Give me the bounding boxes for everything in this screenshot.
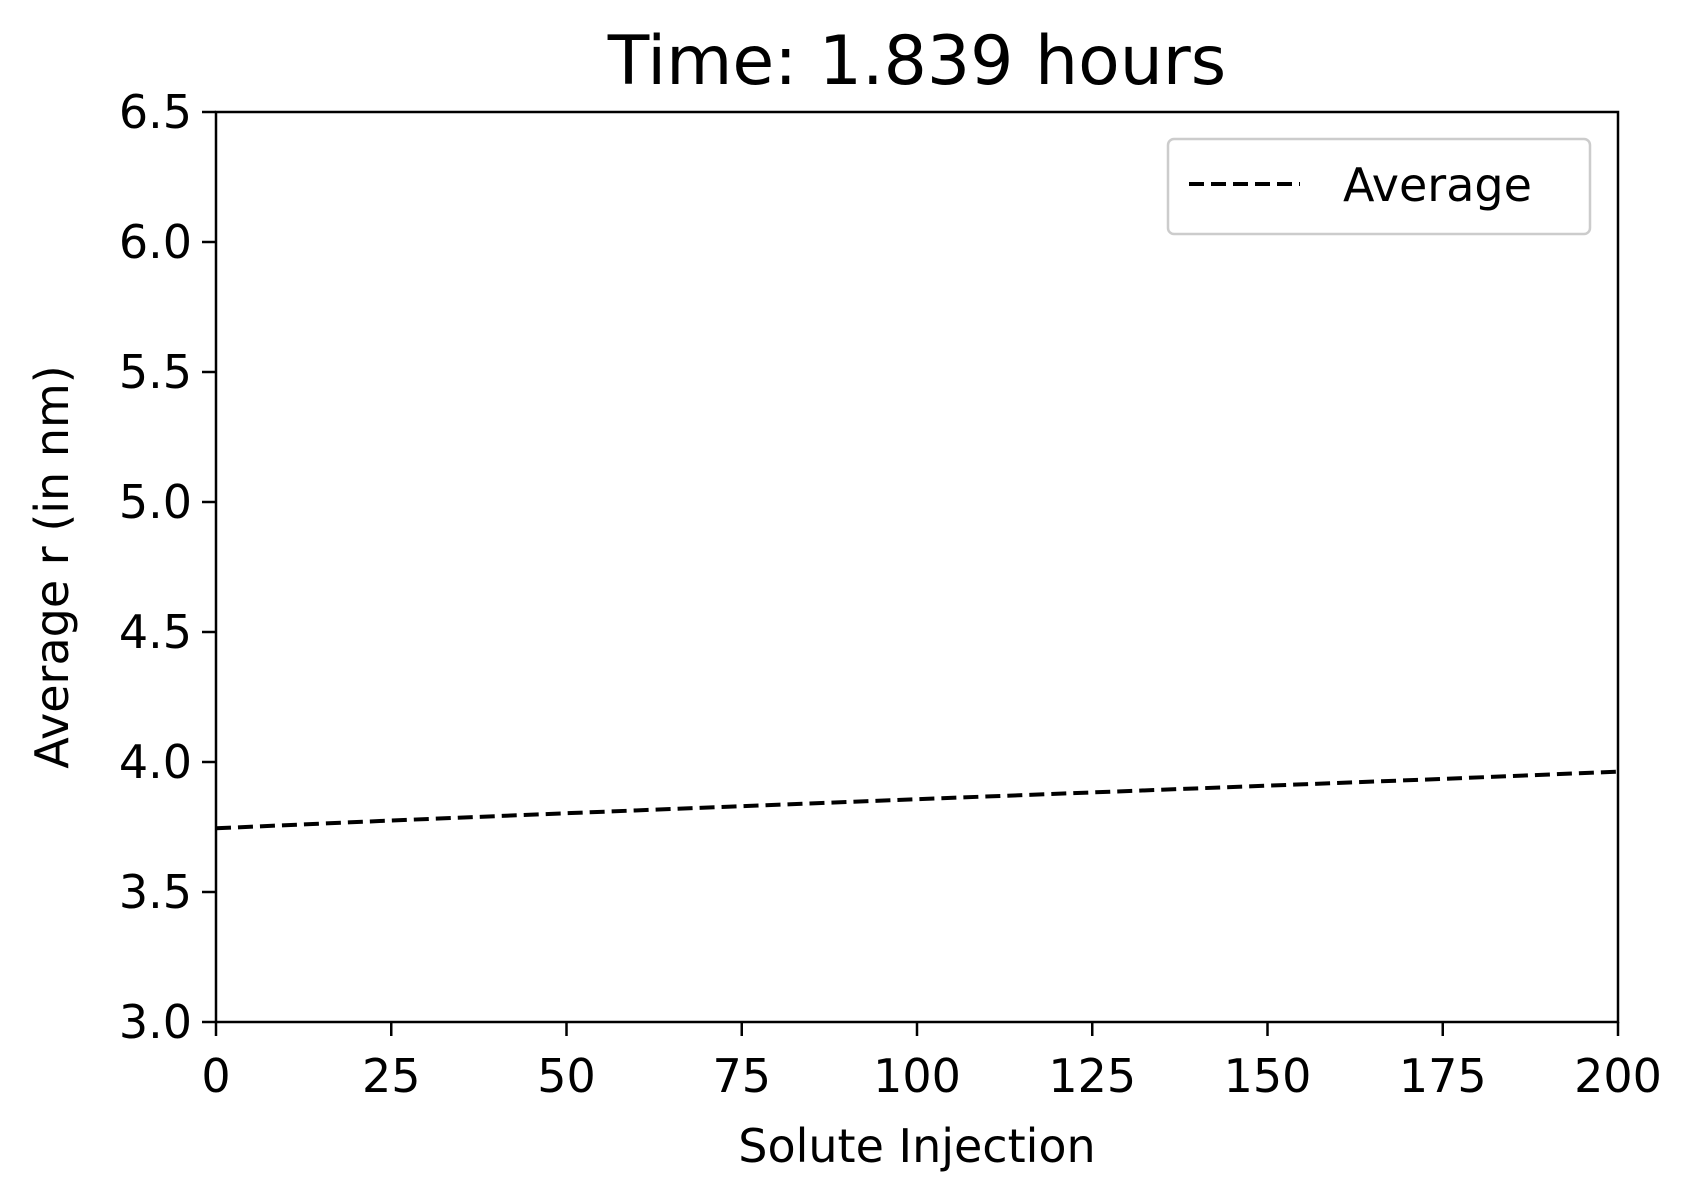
- x-tick-label: 75: [712, 1049, 771, 1103]
- y-tick-label: 5.5: [119, 345, 192, 399]
- x-tick-label: 0: [201, 1049, 230, 1103]
- x-axis-label: Solute Injection: [738, 1119, 1095, 1173]
- legend-box: [1166, 137, 1592, 236]
- y-tick-label: 6.0: [119, 215, 192, 269]
- y-tick-label: 3.0: [119, 995, 192, 1049]
- legend: Average: [1166, 137, 1592, 236]
- x-tick-label: 50: [537, 1049, 596, 1103]
- x-tick-label: 100: [873, 1049, 961, 1103]
- y-axis-ticks: 3.0 3.5 4.0 4.5 5.0 5.5 6.0 6.5: [119, 85, 216, 1049]
- y-tick-label: 5.0: [119, 475, 192, 529]
- x-tick-label: 150: [1224, 1049, 1312, 1103]
- y-tick-label: 6.5: [119, 85, 192, 139]
- chart-title: Time: 1.839 hours: [607, 22, 1226, 101]
- x-tick-label: 175: [1399, 1049, 1487, 1103]
- plot-area-frame: [214, 110, 1620, 1024]
- x-tick-label: 125: [1048, 1049, 1136, 1103]
- y-tick-label: 3.5: [119, 865, 192, 919]
- x-tick-label: 200: [1574, 1049, 1662, 1103]
- y-tick-label: 4.0: [119, 735, 192, 789]
- x-tick-label: 25: [362, 1049, 421, 1103]
- series-line-average: [215, 769, 1619, 831]
- y-tick-label: 4.5: [119, 605, 192, 659]
- y-axis-label: Average r (in nm): [25, 365, 79, 768]
- series-layer: [215, 769, 1619, 831]
- legend-entry-average: Average: [1343, 158, 1532, 212]
- x-axis-ticks: 0 25 50 75 100 125 150 175 200: [201, 1022, 1662, 1103]
